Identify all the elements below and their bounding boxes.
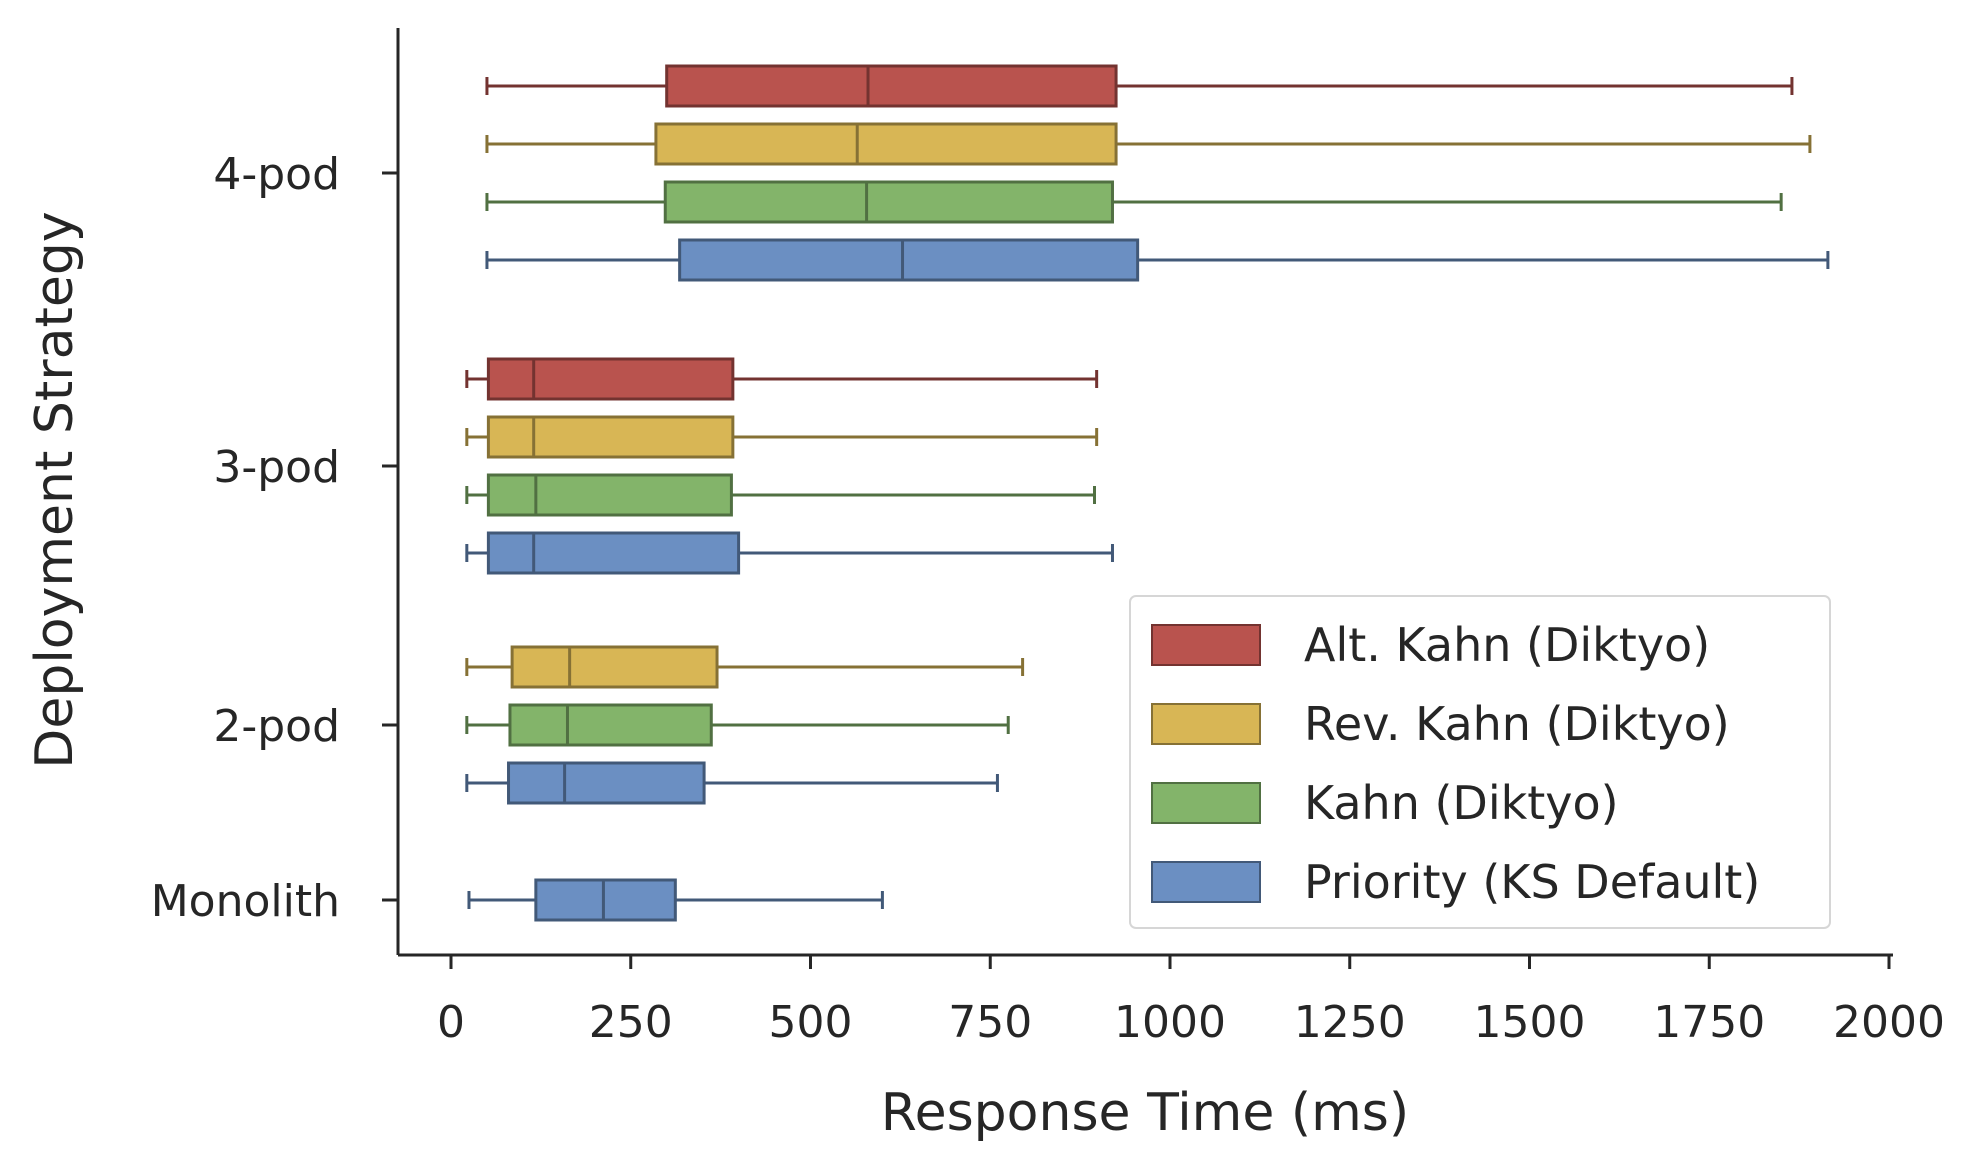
y-axis-label: Deployment Strategy xyxy=(25,211,85,768)
y-tick-label: 3-pod xyxy=(213,442,340,493)
box-3-pod-1 xyxy=(465,415,1099,459)
x-tick-label: 1750 xyxy=(1653,997,1765,1048)
legend: Alt. Kahn (Diktyo) Rev. Kahn (Diktyo) Kahn… xyxy=(1129,595,1831,929)
legend-swatch xyxy=(1151,861,1261,903)
legend-swatch xyxy=(1151,782,1261,824)
plot-area xyxy=(465,64,1830,922)
box-iqr xyxy=(654,122,1118,166)
box-iqr xyxy=(665,64,1118,108)
box-4-pod-2 xyxy=(485,180,1783,224)
y-tick-label: 2-pod xyxy=(213,701,340,752)
axes xyxy=(396,28,1893,957)
legend-label: Alt. Kahn (Diktyo) xyxy=(1304,618,1710,672)
legend-item: Priority (KS Default) xyxy=(1151,855,1760,909)
x-axis-label: Response Time (ms) xyxy=(881,1083,1409,1143)
box-2-pod-2 xyxy=(465,703,1010,747)
legend-label: Priority (KS Default) xyxy=(1304,855,1760,909)
x-tick-label: 1250 xyxy=(1294,997,1406,1048)
legend-label: Rev. Kahn (Diktyo) xyxy=(1304,697,1730,751)
box-iqr xyxy=(510,645,719,689)
box-iqr xyxy=(678,238,1140,282)
x-tick-label: 750 xyxy=(948,997,1032,1048)
y-ticks: 4-pod 3-pod 2-pod Monolith xyxy=(151,149,398,927)
x-tick-label: 500 xyxy=(769,997,853,1048)
box-monolith-3 xyxy=(467,878,884,922)
box-3-pod-2 xyxy=(465,473,1097,517)
y-tick-label: Monolith xyxy=(151,876,340,927)
box-2-pod-1 xyxy=(465,645,1025,689)
box-iqr xyxy=(486,473,733,517)
box-3-pod-3 xyxy=(465,531,1114,575)
x-tick-label: 1000 xyxy=(1114,997,1226,1048)
box-group-monolith xyxy=(467,878,884,922)
x-tick-label: 1500 xyxy=(1474,997,1586,1048)
legend-frame xyxy=(1129,595,1831,929)
box-iqr xyxy=(507,761,706,805)
box-group-3-pod xyxy=(465,357,1114,575)
x-ticks: 0 250 500 750 1000 1250 1500 1750 2000 xyxy=(437,955,1945,1048)
box-iqr xyxy=(663,180,1114,224)
box-4-pod-3 xyxy=(485,238,1830,282)
box-group-4-pod xyxy=(485,64,1830,282)
box-iqr xyxy=(534,878,677,922)
box-2-pod-3 xyxy=(465,761,999,805)
box-4-pod-0 xyxy=(485,64,1794,108)
legend-swatch xyxy=(1151,624,1261,666)
x-tick-label: 2000 xyxy=(1833,997,1945,1048)
legend-item: Rev. Kahn (Diktyo) xyxy=(1151,697,1730,751)
box-iqr xyxy=(508,703,713,747)
box-3-pod-0 xyxy=(465,357,1099,401)
legend-item: Kahn (Diktyo) xyxy=(1151,776,1619,830)
box-iqr xyxy=(486,415,735,459)
legend-item: Alt. Kahn (Diktyo) xyxy=(1151,618,1710,672)
x-tick-label: 250 xyxy=(589,997,673,1048)
x-tick-label: 0 xyxy=(437,997,465,1048)
legend-swatch xyxy=(1151,703,1261,745)
y-tick-label: 4-pod xyxy=(213,149,340,200)
box-iqr xyxy=(486,531,741,575)
legend-label: Kahn (Diktyo) xyxy=(1304,776,1619,830)
box-4-pod-1 xyxy=(485,122,1812,166)
box-group-2-pod xyxy=(465,645,1025,805)
box-iqr xyxy=(486,357,735,401)
